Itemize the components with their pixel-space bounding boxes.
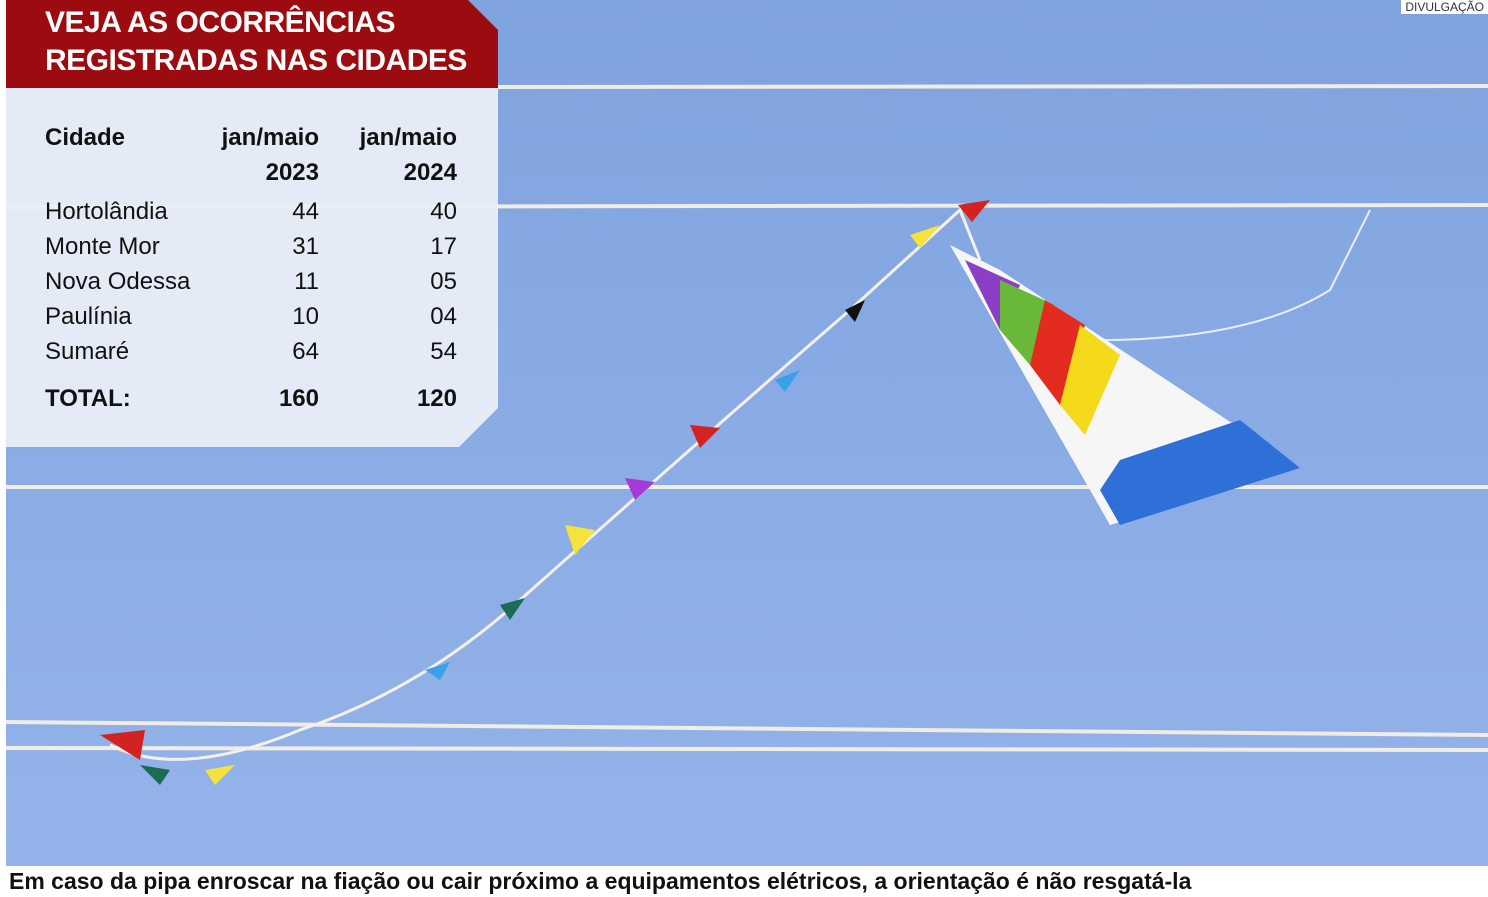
city-name: Sumaré <box>45 338 129 366</box>
city-name: Monte Mor <box>45 233 160 261</box>
table-value: 10 <box>179 303 319 331</box>
table-panel: Cidade jan/maio 2023 jan/maio 2024 Hortolândi… <box>6 88 498 447</box>
column-header: Cidade <box>45 124 125 152</box>
table-value: 44 <box>179 198 319 226</box>
total-cell: 120 <box>317 385 457 413</box>
caption: Em caso da pipa enroscar na fiação ou ca… <box>6 866 1195 895</box>
table-value: 05 <box>317 268 457 296</box>
city-name: Hortolândia <box>45 198 168 226</box>
column-header: 2024 <box>317 159 457 187</box>
total-cell: TOTAL: <box>45 385 131 413</box>
table-value: 11 <box>179 268 319 296</box>
title-line: VEJA AS OCORRÊNCIAS <box>45 4 395 42</box>
table-value: 31 <box>179 233 319 261</box>
table-value: 54 <box>317 338 457 366</box>
table-value: 64 <box>179 338 319 366</box>
column-header: jan/maio <box>317 124 457 152</box>
column-header: 2023 <box>179 159 319 187</box>
title-line: REGISTRADAS NAS CIDADES <box>45 42 467 80</box>
table-value: 04 <box>317 303 457 331</box>
page: VEJA AS OCORRÊNCIAS REGISTRADAS NAS CIDA… <box>0 0 1488 895</box>
table-value: 17 <box>317 233 457 261</box>
photo-credit: DIVULGAÇÃO <box>1401 0 1488 14</box>
total-cell: 160 <box>179 385 319 413</box>
header: VEJA AS OCORRÊNCIAS REGISTRADAS NAS CIDA… <box>6 0 498 88</box>
city-name: Paulínia <box>45 303 132 331</box>
city-name: Nova Odessa <box>45 268 190 296</box>
table-value: 40 <box>317 198 457 226</box>
column-header: jan/maio <box>179 124 319 152</box>
